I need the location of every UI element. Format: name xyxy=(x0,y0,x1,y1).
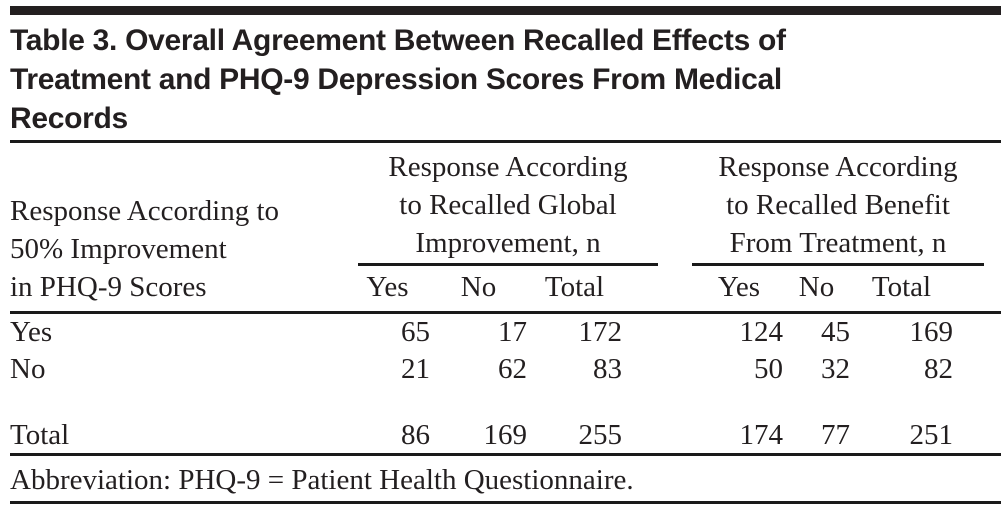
group1-header-line-2: to Recalled Global xyxy=(399,189,617,221)
table-title-line-2: Treatment and PHQ-9 Depression Scores Fr… xyxy=(10,63,782,96)
cell-g1-total: 255 xyxy=(578,419,623,451)
cell-g1-no: 62 xyxy=(498,353,527,385)
table-row-no: No 21 62 83 50 32 82 xyxy=(0,350,1001,388)
column-header-empty-stub xyxy=(0,268,345,306)
cell-g1-total: 172 xyxy=(578,316,623,348)
column-header-group1-no: No xyxy=(460,271,497,303)
cell-g2-yes: 124 xyxy=(739,316,784,348)
cell-g2-no: 45 xyxy=(821,316,850,348)
column-group-gap xyxy=(622,268,695,306)
footnote-divider-rule xyxy=(10,453,1001,456)
table-row-yes: Yes 65 17 172 124 45 169 xyxy=(0,313,1001,351)
bottom-border-rule xyxy=(10,501,1001,504)
cell-gap xyxy=(622,416,695,454)
group1-spanner-rule xyxy=(358,263,658,266)
top-border-bar xyxy=(10,6,1001,15)
row-label: Yes xyxy=(10,316,53,348)
table-title: Table 3. Overall Agreement Between Recal… xyxy=(10,21,993,138)
cell-g1-total: 83 xyxy=(593,353,622,385)
stub-column-header: Response According to 50% Improvement in… xyxy=(10,192,350,306)
cell-g2-total: 169 xyxy=(909,316,954,348)
cell-gap xyxy=(622,313,695,351)
cell-g1-no: 169 xyxy=(483,419,528,451)
column-header-group1-yes: Yes xyxy=(366,271,409,303)
table-title-line-1: Table 3. Overall Agreement Between Recal… xyxy=(10,24,786,57)
group2-header-recalled-benefit-from-treatment: Response According to Recalled Benefit F… xyxy=(688,148,988,262)
group1-header-line-3: Improvement, n xyxy=(415,227,601,259)
group1-header-line-1: Response According xyxy=(388,151,628,183)
row-label: No xyxy=(10,353,46,385)
title-divider-rule xyxy=(10,140,1001,143)
column-header-group2-total: Total xyxy=(871,271,932,303)
cell-g2-total: 82 xyxy=(924,353,953,385)
header-divider-rule xyxy=(10,311,1001,314)
cell-g1-yes: 86 xyxy=(401,419,430,451)
table-title-line-3: Records xyxy=(10,102,128,135)
column-headers-row: Yes No Total Yes No Total xyxy=(0,268,1001,306)
stub-column-header-line-3: in PHQ-9 Scores xyxy=(10,271,207,303)
cell-g1-yes: 65 xyxy=(401,316,430,348)
column-header-group2-no: No xyxy=(798,271,835,303)
cell-g2-no: 32 xyxy=(821,353,850,385)
column-header-group2-yes: Yes xyxy=(717,271,761,303)
group1-header-recalled-global-improvement: Response According to Recalled Global Im… xyxy=(352,148,664,262)
table-row-total: Total 86 169 255 174 77 251 xyxy=(0,416,1001,454)
group2-spanner-rule xyxy=(692,263,984,266)
row-label: Total xyxy=(10,419,70,451)
cell-g2-total: 251 xyxy=(909,419,954,451)
cell-g1-no: 17 xyxy=(498,316,527,348)
group2-header-line-1: Response According xyxy=(718,151,958,183)
stub-column-header-line-1: Response According to xyxy=(10,195,280,227)
cell-gap xyxy=(622,350,695,388)
cell-g2-yes: 50 xyxy=(754,353,783,385)
group2-header-line-3: From Treatment, n xyxy=(729,227,947,259)
abbreviation-footnote: Abbreviation: PHQ-9 = Patient Health Que… xyxy=(10,464,634,496)
column-header-group1-total: Total xyxy=(544,271,605,303)
cell-g2-yes: 174 xyxy=(739,419,784,451)
cell-g2-no: 77 xyxy=(821,419,850,451)
cell-g1-yes: 21 xyxy=(401,353,430,385)
group2-header-line-2: to Recalled Benefit xyxy=(726,189,950,221)
stub-column-header-line-2: 50% Improvement xyxy=(10,233,227,265)
